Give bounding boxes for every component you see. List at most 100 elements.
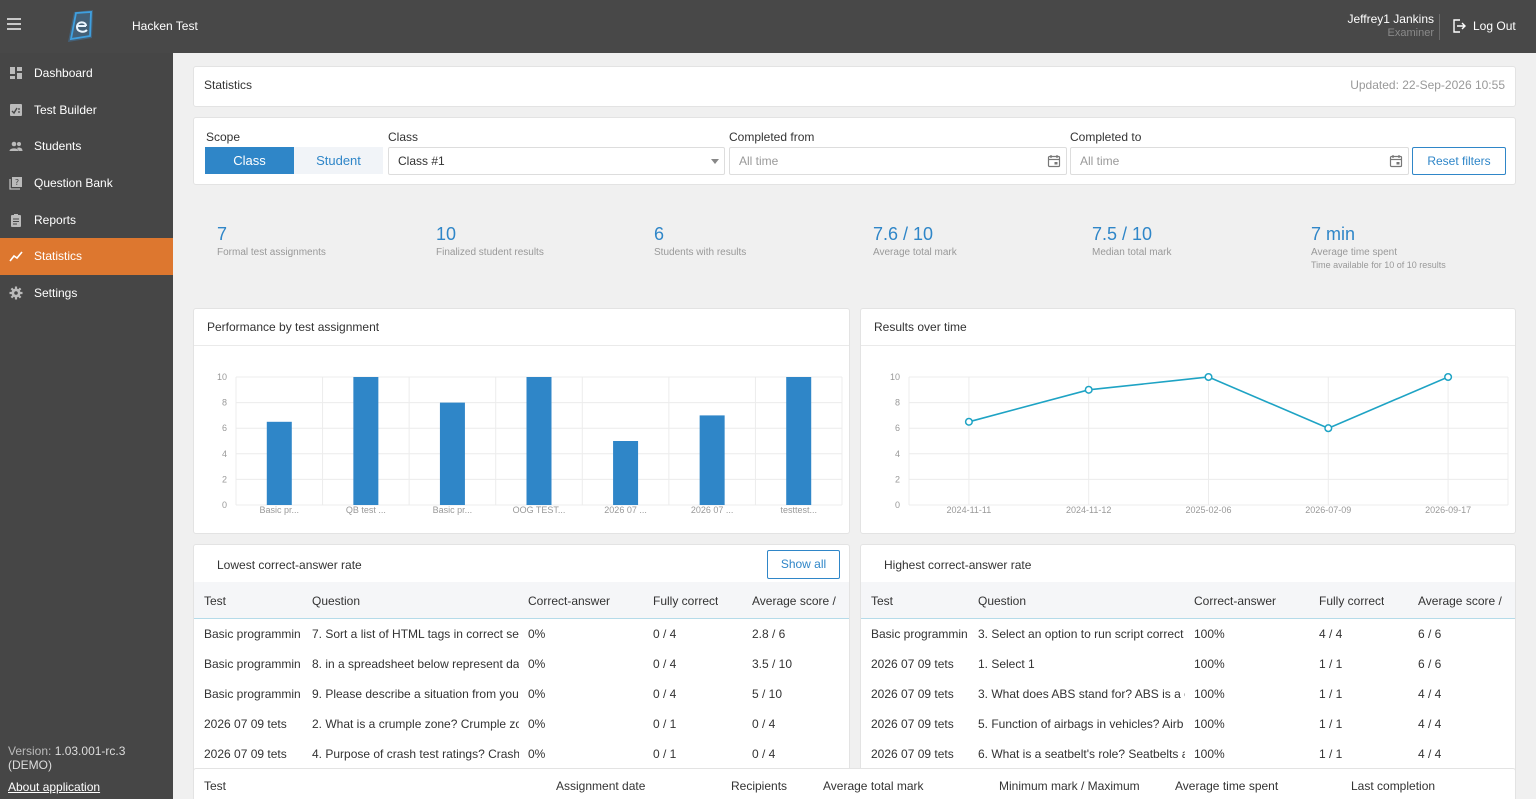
- cell-avg-score: 4 / 4: [1418, 687, 1442, 701]
- data-point: [964, 417, 973, 426]
- cell-fully-correct: 1 / 1: [1319, 687, 1343, 701]
- kpi-finalized-results: 10 Finalized student results: [436, 224, 544, 258]
- sidebar: Dashboard Test Builder Students ? Questi…: [0, 53, 173, 799]
- table-row[interactable]: Basic programmin 8. in a spreadsheet bel…: [194, 649, 849, 679]
- cell-rate: 0%: [528, 687, 546, 701]
- updated-timestamp: Updated: 22-Sep-2026 10:55: [1350, 78, 1505, 92]
- y-tick-label: 6: [895, 423, 900, 433]
- table-row[interactable]: 2026 07 09 tets 3. What does ABS stand f…: [861, 679, 1515, 709]
- svg-text:?: ?: [15, 178, 19, 187]
- kpi-average-mark: 7.6 / 10 Average total mark: [873, 224, 957, 258]
- cell-avg-score: 5 / 10: [752, 687, 783, 701]
- completed-to-input[interactable]: All time: [1070, 147, 1409, 175]
- sidebar-item-question-bank[interactable]: ? Question Bank: [0, 165, 173, 202]
- cell-fully-correct: 0 / 1: [653, 717, 677, 731]
- table-row[interactable]: 2026 07 09 tets 1. Select 1 100% 1 / 1 6…: [861, 649, 1515, 679]
- table-header: Test Question Correct-answer Fully corre…: [861, 582, 1515, 619]
- sidebar-item-label: Reports: [34, 212, 77, 227]
- kpi-median-mark: 7.5 / 10 Median total mark: [1092, 224, 1171, 258]
- sidebar-item-label: Settings: [34, 285, 78, 300]
- table-row[interactable]: 2026 07 09 tets 6. What is a seatbelt's …: [861, 739, 1515, 769]
- completed-from-input[interactable]: All time: [729, 147, 1067, 175]
- column-header[interactable]: Question: [312, 594, 361, 608]
- logout-button[interactable]: Log Out: [1452, 19, 1516, 33]
- column-header[interactable]: Last completion: [1351, 779, 1436, 793]
- cell-question: 8. in a spreadsheet below represent da: [312, 657, 519, 671]
- column-header[interactable]: Fully correct: [653, 594, 719, 608]
- cell-rate: 0%: [528, 747, 546, 761]
- column-header[interactable]: Test: [204, 779, 227, 793]
- column-header[interactable]: Question: [978, 594, 1027, 608]
- cell-avg-score: 2.8 / 6: [752, 627, 786, 641]
- sidebar-item-statistics[interactable]: Statistics: [0, 237, 173, 275]
- cell-question: 6. What is a seatbelt's role? Seatbelts …: [978, 747, 1185, 761]
- scope-student-button[interactable]: Student: [294, 147, 383, 174]
- sidebar-item-reports[interactable]: Reports: [0, 201, 173, 238]
- completed-to-label: Completed to: [1070, 130, 1142, 144]
- table-row[interactable]: Basic programmin 7. Sort a list of HTML …: [194, 619, 849, 649]
- calendar-icon[interactable]: [1047, 154, 1061, 168]
- column-header[interactable]: Correct-answer: [528, 594, 611, 608]
- assignments-table: Test Assignment date Recipients Average …: [193, 768, 1516, 799]
- cell-test: 2026 07 09 tets: [204, 747, 287, 761]
- cell-fully-correct: 1 / 1: [1319, 657, 1343, 671]
- x-tick-label: 2026-09-17: [1425, 505, 1471, 515]
- about-link[interactable]: About application: [8, 780, 101, 794]
- y-tick-label: 6: [222, 423, 227, 433]
- dashboard-icon: [10, 67, 22, 80]
- cell-question: 3. Select an option to run script correc…: [978, 627, 1184, 641]
- table-title: Lowest correct-answer rate: [217, 558, 362, 572]
- topbar-divider: [1439, 14, 1440, 40]
- y-tick-label: 4: [222, 449, 227, 459]
- show-all-button[interactable]: Show all: [767, 550, 840, 579]
- column-header[interactable]: Test: [871, 594, 894, 608]
- table-row[interactable]: 2026 07 09 tets 2. What is a crumple zon…: [194, 709, 849, 739]
- cell-avg-score: 4 / 4: [1418, 747, 1442, 761]
- statistics-icon: [9, 251, 23, 262]
- column-header[interactable]: Recipients: [731, 779, 788, 793]
- app-logo[interactable]: [66, 9, 96, 43]
- logout-icon: [1453, 19, 1466, 33]
- column-header[interactable]: Minimum mark / Maximum: [999, 779, 1140, 793]
- table-row[interactable]: Basic programmin 9. Please describe a si…: [194, 679, 849, 709]
- column-header[interactable]: Average score /: [1418, 594, 1502, 608]
- reset-filters-button[interactable]: Reset filters: [1412, 147, 1506, 175]
- column-header[interactable]: Correct-answer: [1194, 594, 1277, 608]
- column-header[interactable]: Average time spent: [1175, 779, 1279, 793]
- column-header[interactable]: Assignment date: [556, 779, 646, 793]
- scope-class-button[interactable]: Class: [205, 147, 294, 174]
- kpi-row: 7 Formal test assignments 10 Finalized s…: [193, 193, 1516, 293]
- y-tick-label: 10: [217, 372, 227, 382]
- class-select[interactable]: Class #1: [388, 147, 725, 175]
- cell-fully-correct: 0 / 4: [653, 657, 677, 671]
- calendar-icon[interactable]: [1389, 154, 1403, 168]
- table-row[interactable]: 2026 07 09 tets 5. Function of airbags i…: [861, 709, 1515, 739]
- divider: [861, 345, 1515, 346]
- table-row[interactable]: Basic programmin 3. Select an option to …: [861, 619, 1515, 649]
- results-line-chart: 0 2 4 6 8 10 2024-11-11 2024-11-12 2025-02-06 202…: [890, 372, 1509, 515]
- table-title: Highest correct-answer rate: [884, 558, 1032, 572]
- cell-rate: 0%: [528, 657, 546, 671]
- table-row[interactable]: 2026 07 09 tets 4. Purpose of crash test…: [194, 739, 849, 769]
- bar: [613, 441, 639, 505]
- logout-label: Log Out: [1473, 19, 1516, 33]
- sidebar-item-dashboard[interactable]: Dashboard: [0, 55, 173, 92]
- filters-panel: Scope Class Student Class Class #1 Compl…: [193, 117, 1516, 185]
- column-header[interactable]: Fully correct: [1319, 594, 1385, 608]
- kpi-value: 10: [436, 224, 457, 244]
- cell-rate: 100%: [1194, 717, 1225, 731]
- column-header[interactable]: Average score /: [752, 594, 836, 608]
- y-tick-label: 0: [895, 500, 900, 510]
- data-point: [1084, 385, 1093, 394]
- completed-from-placeholder: All time: [739, 154, 779, 168]
- version-value: 1.03.001-rc.3: [54, 744, 126, 758]
- sidebar-item-test-builder[interactable]: Test Builder: [0, 92, 173, 129]
- cell-fully-correct: 4 / 4: [1319, 627, 1343, 641]
- data-point: [1324, 424, 1333, 433]
- kpi-value: 6: [654, 224, 665, 244]
- column-header[interactable]: Average total mark: [823, 779, 924, 793]
- column-header[interactable]: Test: [204, 594, 227, 608]
- sidebar-item-settings[interactable]: Settings: [0, 275, 173, 312]
- menu-icon[interactable]: [7, 18, 21, 30]
- sidebar-item-students[interactable]: Students: [0, 128, 173, 165]
